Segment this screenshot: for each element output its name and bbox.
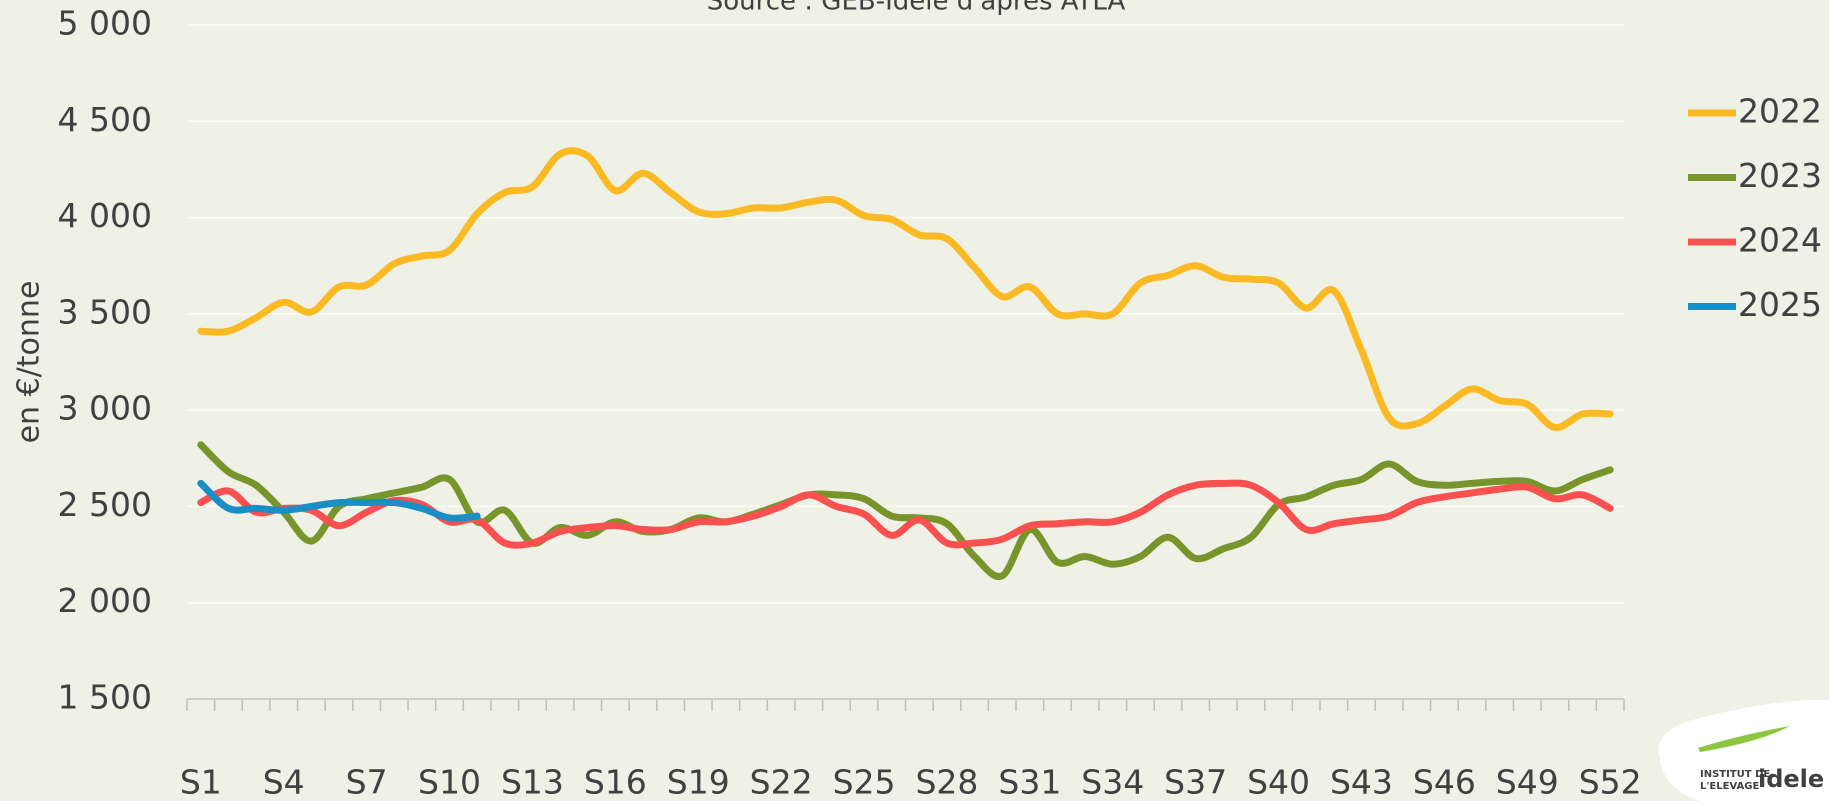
- x-tick-label: S40: [1247, 763, 1310, 801]
- legend-label: 2023: [1738, 156, 1822, 195]
- logo: INSTITUT DE L'ELEVAGE idele: [1658, 699, 1829, 801]
- x-tick-label: S25: [833, 763, 896, 801]
- y-tick-label: 3 500: [58, 292, 152, 331]
- series-line: [197, 479, 481, 522]
- logo-text: INSTITUT DE: [1700, 769, 1770, 780]
- series-line: [197, 441, 1614, 581]
- legend-label: 2022: [1738, 92, 1822, 131]
- y-tick-label: 4 500: [58, 100, 152, 139]
- x-tick-label: S13: [501, 763, 564, 801]
- y-tick-label: 2 500: [58, 485, 152, 524]
- logo-brand: idele: [1758, 765, 1824, 793]
- legend-label: 2025: [1738, 285, 1822, 324]
- legend-label: 2024: [1738, 221, 1822, 260]
- x-tick-label: S46: [1413, 763, 1476, 801]
- x-tick-label: S28: [915, 763, 978, 801]
- y-tick-label: 3 000: [58, 389, 152, 428]
- x-tick-label: S34: [1081, 763, 1144, 801]
- logo-text: L'ELEVAGE: [1700, 781, 1759, 792]
- y-tick-label: 4 000: [58, 196, 152, 235]
- x-tick-label: S22: [750, 763, 813, 801]
- logo-swoosh: [1698, 726, 1790, 752]
- logo-shape: [1658, 699, 1829, 801]
- x-tick-label: S7: [346, 763, 388, 801]
- x-tick-label: S4: [263, 763, 305, 801]
- x-tick-label: S16: [584, 763, 647, 801]
- x-tick-label: S43: [1330, 763, 1393, 801]
- y-axis-label: en €/tonne: [12, 281, 47, 444]
- x-tick-label: S19: [667, 763, 730, 801]
- y-tick-label: 5 000: [58, 4, 152, 43]
- y-tick-label: 2 000: [58, 581, 152, 620]
- y-tick-label: 1 500: [58, 678, 152, 717]
- x-tick-label: S52: [1579, 763, 1642, 801]
- series-line: [197, 147, 1614, 431]
- x-tick-label: S1: [180, 763, 222, 801]
- x-tick-label: S37: [1164, 763, 1227, 801]
- x-tick-label: S10: [418, 763, 481, 801]
- x-tick-label: S31: [998, 763, 1061, 801]
- chart-title: Source : GEB-Idele d'après ATLA: [707, 0, 1126, 17]
- x-tick-label: S49: [1496, 763, 1559, 801]
